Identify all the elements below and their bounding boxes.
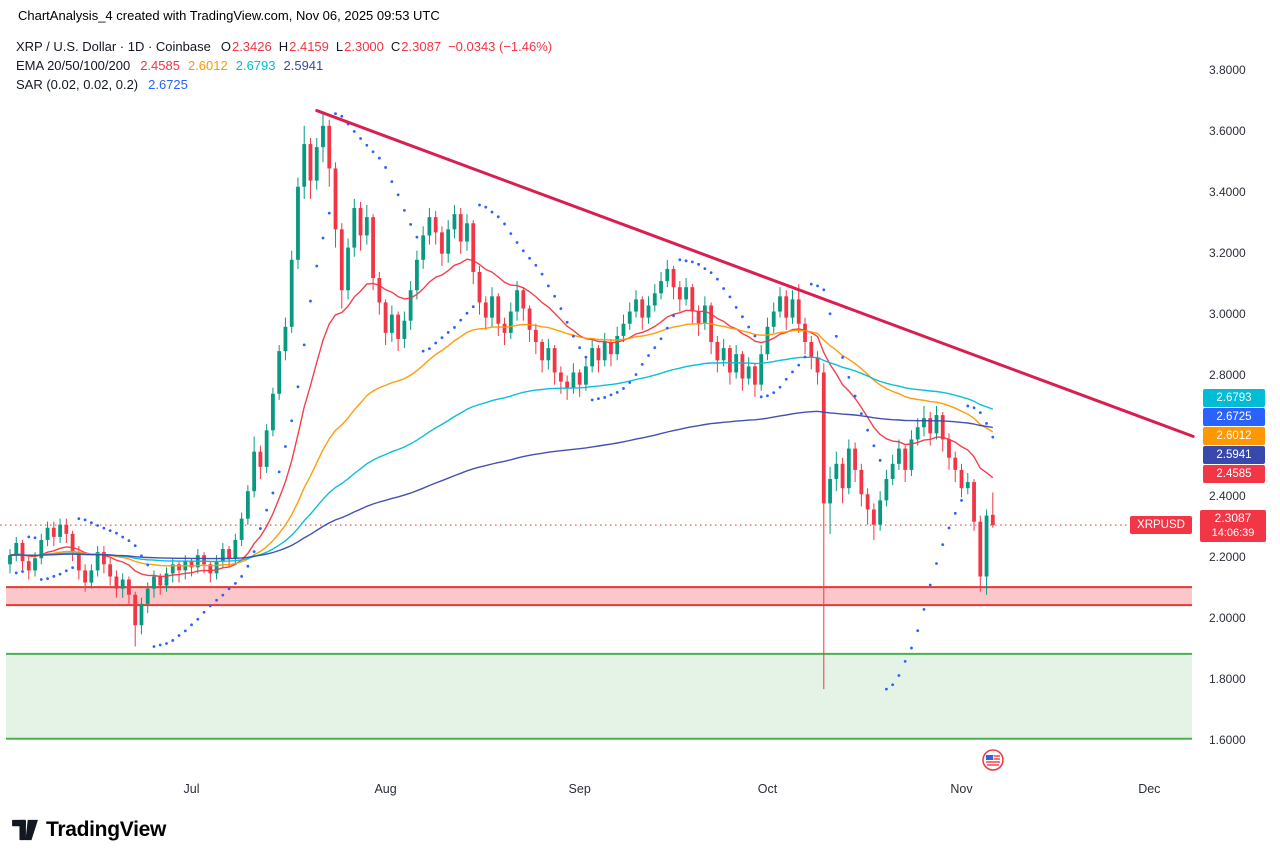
time-tick-label: Dec [1138,782,1161,796]
price-tick-label: 3.2000 [1209,245,1246,260]
price-tick-label: 3.0000 [1209,306,1246,321]
economic-event-icon[interactable] [982,749,1004,771]
sar-value: 2.6725 [148,77,188,92]
close-label: C [390,39,401,54]
ema50-value: 2.6012 [187,58,228,73]
price-chart-canvas[interactable] [0,0,1200,775]
indicator-price-tag: 2.6725 [1203,408,1265,427]
price-tick-label: 2.4000 [1209,489,1246,504]
high-label: H [278,39,289,54]
chart-legend: XRP / U.S. Dollar · 1D · Coinbase O2.3426… [16,37,559,94]
tradingview-logo-icon [12,819,38,841]
price-tick-label: 1.8000 [1209,672,1246,686]
price-tick-label: 3.6000 [1209,123,1246,138]
symbol-legend-row[interactable]: XRP / U.S. Dollar · 1D · Coinbase O2.3426… [16,37,559,56]
symbol-title: XRP / U.S. Dollar · 1D · Coinbase [16,39,211,54]
ema20-value: 2.4585 [140,58,180,73]
chart-header-title: ChartAnalysis_4 created with TradingView… [18,8,440,23]
last-price-value: 2.3087 [1214,511,1252,526]
sar-indicator-title: SAR (0.02, 0.02, 0.2) [16,77,139,92]
time-tick-label: Jul [183,782,200,796]
close-value: 2.3087 [401,39,442,54]
time-tick-label: Aug [374,782,397,796]
open-label: O [220,39,231,54]
price-tick-label: 1.6000 [1209,732,1246,747]
price-tick-label: 3.4000 [1209,184,1246,199]
price-tick-label: 2.0000 [1209,611,1246,626]
price-tick-label: 3.8000 [1209,63,1246,77]
tradingview-logo[interactable]: TradingView [12,818,166,842]
ema100-value: 2.6793 [235,58,276,73]
price-tick-label: 2.2000 [1209,550,1246,565]
price-axis[interactable]: 3.8000 3.6000 3.4000 3.2000 3.0000 2.8000 2.60… [1200,0,1280,775]
sar-legend-row[interactable]: SAR (0.02, 0.02, 0.2) 2.6725 [16,75,559,94]
time-tick-label: Nov [950,782,973,796]
last-price-axis-tag: 2.3087 14:06:39 [1200,510,1266,543]
tradingview-logo-text: TradingView [46,818,167,841]
ema-legend-row[interactable]: EMA 20/50/100/200 2.4585 2.6012 2.6793 2.594… [16,56,559,75]
ema200-value: 2.5941 [283,58,324,73]
bar-countdown-timer: 14:06:39 [1211,527,1255,540]
ema-indicator-title: EMA 20/50/100/200 [16,58,131,73]
time-axis[interactable]: Jul Aug Sep Oct Nov Dec [0,775,1200,803]
indicator-price-tag: 2.5941 [1203,446,1265,465]
indicator-price-tag: 2.6012 [1203,427,1265,446]
time-tick-label: Sep [568,782,591,796]
high-value: 2.4159 [289,39,329,54]
low-label: L [335,39,344,54]
symbol-price-line-label: XRPUSD [1130,516,1192,535]
low-value: 2.3000 [344,39,384,54]
indicator-price-tag: 2.4585 [1203,465,1265,484]
open-value: 2.3426 [231,39,272,54]
price-tick-label: 2.8000 [1209,367,1246,382]
time-tick-label: Oct [757,782,778,796]
indicator-price-tag: 2.6793 [1203,389,1265,408]
change-value: −0.0343 (−1.46%) [448,39,553,54]
